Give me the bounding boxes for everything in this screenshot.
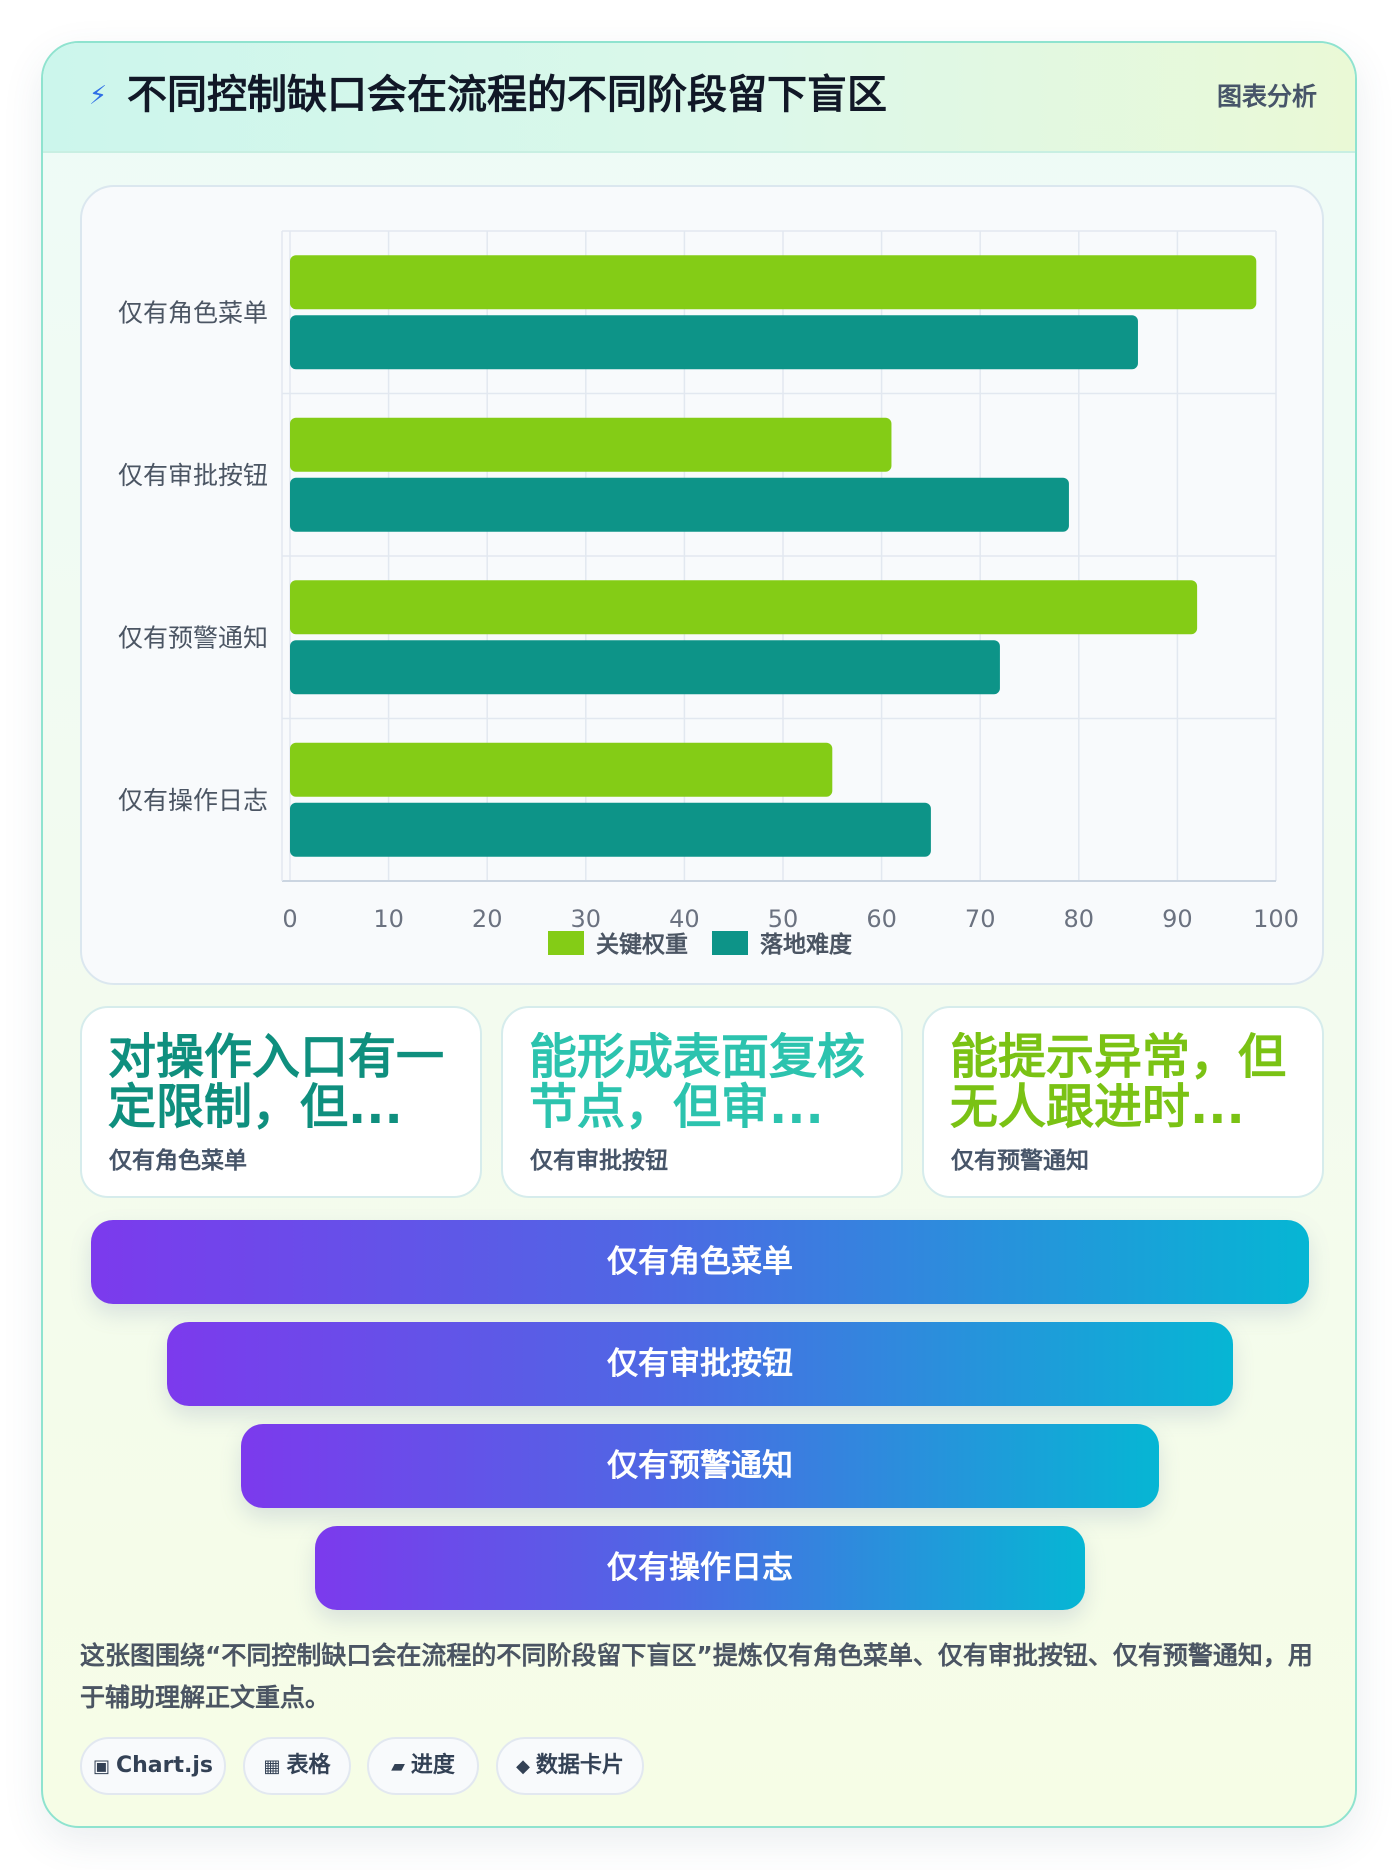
chip-progress[interactable]: ▰ 进度 xyxy=(367,1737,479,1795)
card-header: ⚡︎ 不同控制缺口会在流程的不同阶段留下盲区 图表分析 xyxy=(43,43,1355,153)
funnel-step-1[interactable]: 仅有角色菜单 xyxy=(91,1220,1309,1304)
stat-value: 能形成表面复核节点，但审... xyxy=(529,1032,866,1132)
stat-label: 仅有预警通知 xyxy=(951,1148,1089,1174)
chart-analysis-tag: 图表分析 xyxy=(1216,82,1317,111)
legend-swatch xyxy=(548,931,584,955)
y-category-label: 仅有角色菜单 xyxy=(118,298,268,327)
y-category-label: 仅有预警通知 xyxy=(118,623,268,652)
chip-label: Chart.js xyxy=(116,1753,214,1778)
y-category-label: 仅有审批按钮 xyxy=(118,461,268,490)
x-tick-label: 10 xyxy=(373,905,404,933)
x-tick-label: 30 xyxy=(571,905,602,933)
bar-key-weight xyxy=(290,742,833,797)
legend-label: 关键权重 xyxy=(596,931,688,958)
funnel-step-3[interactable]: 仅有预警通知 xyxy=(241,1424,1159,1508)
chip-label: 进度 xyxy=(410,1753,455,1778)
bar-difficulty xyxy=(290,802,931,857)
x-tick-label: 60 xyxy=(866,905,897,933)
bar-chart: 0 10 20 30 40 50 60 70 80 90 100 仅有角色菜单仅有审批按钮仅有预警通知… xyxy=(118,230,1299,958)
chart-card: ⚡︎ 不同控制缺口会在流程的不同阶段留下盲区 图表分析 0 10 20 30 40 50 6… xyxy=(41,41,1357,1828)
chip-chartjs[interactable]: ▣ Chart.js xyxy=(80,1737,226,1795)
progress-icon: ▰ xyxy=(391,1756,405,1777)
chip-table[interactable]: ▦ 表格 xyxy=(243,1737,351,1795)
bar-difficulty xyxy=(290,640,1000,695)
x-tick-label: 80 xyxy=(1064,905,1095,933)
funnel-step-2[interactable]: 仅有审批按钮 xyxy=(167,1322,1233,1406)
stat-label: 仅有审批按钮 xyxy=(530,1148,668,1174)
stat-card-2: 能形成表面复核节点，但审... 仅有审批按钮 xyxy=(501,1006,903,1198)
chip-label: 表格 xyxy=(286,1753,331,1778)
data-card-icon: ◆ xyxy=(516,1756,530,1777)
stat-label: 仅有角色菜单 xyxy=(109,1148,247,1174)
lightning-icon: ⚡︎ xyxy=(88,81,108,111)
bar-difficulty xyxy=(290,315,1138,370)
stat-cards: 对操作入口有一定限制，但... 仅有角色菜单 能形成表面复核节点，但审... 仅… xyxy=(80,1006,1324,1198)
legend-label: 落地难度 xyxy=(760,931,853,958)
stat-value: 对操作入口有一定限制，但... xyxy=(108,1032,445,1132)
bar-key-weight xyxy=(290,255,1257,310)
y-category-label: 仅有操作日志 xyxy=(118,786,268,815)
stat-card-1: 对操作入口有一定限制，但... 仅有角色菜单 xyxy=(80,1006,482,1198)
x-tick-label: 40 xyxy=(669,905,700,933)
chart-icon: ▣ xyxy=(92,1756,110,1777)
chart-panel: 0 10 20 30 40 50 60 70 80 90 100 仅有角色菜单 仅有审批按钮 仅有预警通知… xyxy=(80,185,1324,985)
x-tick-label: 50 xyxy=(768,905,799,933)
stat-value: 能提示异常，但无人跟进时... xyxy=(950,1032,1287,1132)
x-tick-label: 70 xyxy=(965,905,996,933)
x-tick-label: 100 xyxy=(1253,905,1299,933)
x-tick-label: 20 xyxy=(472,905,503,933)
stat-card-3: 能提示异常，但无人跟进时... 仅有预警通知 xyxy=(922,1006,1324,1198)
page-title: 不同控制缺口会在流程的不同阶段留下盲区 xyxy=(127,72,887,118)
bar-difficulty xyxy=(290,477,1069,532)
funnel-step-4[interactable]: 仅有操作日志 xyxy=(315,1526,1085,1610)
x-tick-label: 0 xyxy=(282,905,297,933)
bar-key-weight xyxy=(290,580,1198,635)
chart-description: 这张图围绕“不同控制缺口会在流程的不同阶段留下盲区”提炼仅有角色菜单、仅有审批按… xyxy=(80,1641,1313,1712)
bar-key-weight xyxy=(290,417,892,472)
legend-swatch xyxy=(712,931,748,955)
chip-label: 数据卡片 xyxy=(535,1753,624,1778)
table-icon: ▦ xyxy=(263,1756,281,1777)
chip-data-card[interactable]: ◆ 数据卡片 xyxy=(496,1737,644,1795)
x-tick-label: 90 xyxy=(1162,905,1193,933)
